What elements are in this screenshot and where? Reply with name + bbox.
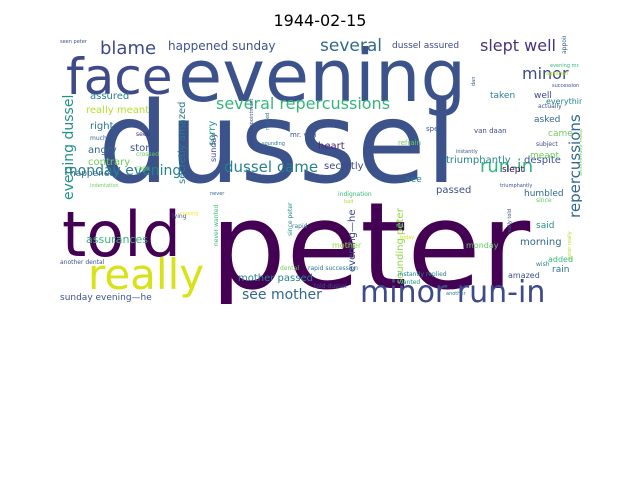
chart-title: 1944-02-15 (273, 11, 367, 30)
cloud-word: slept well (480, 36, 556, 55)
cloud-word: monday evening (64, 163, 182, 179)
cloud-word: happened sunday (168, 39, 276, 53)
cloud-word: morning (520, 237, 562, 248)
cloud-word: sunday (209, 132, 218, 162)
cloud-word: mother (332, 241, 362, 250)
cloud-word: sounding (262, 141, 285, 147)
cloud-word: meant (530, 151, 560, 161)
cloud-word: dental appointment (249, 98, 255, 149)
cloud-word: seen peter (60, 39, 87, 45)
cloud-word: dan (471, 76, 477, 86)
cloud-word: much (90, 135, 107, 142)
cloud-word: bad (344, 199, 354, 205)
cloud-word: dussel (98, 79, 457, 209)
cloud-word: really told (507, 209, 513, 234)
cloud-word: today (400, 235, 415, 241)
cloud-word: seen (136, 131, 151, 138)
cloud-word: wish (536, 261, 550, 268)
cloud-word: heart (318, 141, 345, 152)
cloud-word: subject (536, 141, 558, 148)
cloud-word: face (66, 48, 173, 106)
cloud-word: amazed (508, 271, 540, 280)
cloud-word: see mother (242, 287, 322, 303)
cloud-word: humbled (524, 189, 564, 199)
cloud-word: indignation (338, 191, 372, 198)
cloud-word: story (130, 143, 156, 154)
cloud-word: passed (436, 185, 472, 196)
cloud-word: peter (210, 178, 531, 305)
cloud-word: came (548, 129, 573, 139)
cloud-word: several (320, 36, 382, 56)
cloud-word: mother passed (238, 273, 313, 284)
cloud-word: appointment (561, 36, 568, 54)
cloud-word: asked (534, 115, 561, 125)
cloud-word: rapid succession (308, 265, 358, 272)
cloud-word: dental (280, 265, 299, 272)
cloud-word: since peter (287, 202, 294, 236)
cloud-word: another (446, 291, 466, 297)
cloud-word: told (62, 198, 181, 271)
cloud-word: happened (70, 169, 116, 179)
cloud-word: see (406, 175, 422, 185)
cloud-word: assured (90, 91, 130, 102)
cloud-word: never (210, 191, 225, 197)
cloud-word: agitation (546, 71, 569, 77)
cloud-word: slept (502, 165, 524, 175)
cloud-word: evening dussel (61, 94, 77, 200)
cloud-word: coming (180, 211, 199, 217)
cloud-word: assurances (86, 233, 148, 246)
word-cloud: dussel peter evening told face really minor ru… (60, 36, 582, 304)
cloud-word: told dussel (314, 283, 347, 290)
cloud-word: blame (100, 38, 157, 59)
cloud-word: rage (136, 165, 150, 172)
cloud-word: lying (172, 213, 187, 220)
cloud-word: well (534, 91, 552, 101)
cloud-word: mr. (396, 223, 405, 229)
cloud-word: refrain (398, 139, 422, 147)
cloud-word: crossed (136, 151, 160, 158)
cloud-word: secretly (324, 161, 364, 172)
cloud-word: peter really (567, 231, 573, 260)
cloud-word: run-in (480, 156, 534, 177)
cloud-word: contrary (88, 157, 131, 168)
cloud-word: instantly (456, 149, 478, 155)
cloud-word: evening (178, 36, 467, 118)
cloud-word: taken (490, 91, 516, 101)
cloud-word: triumphantly (500, 183, 533, 189)
cloud-word: said (536, 221, 555, 231)
cloud-word: right (90, 121, 114, 132)
cloud-word: another dental (60, 259, 105, 266)
cloud-word: appointment today (579, 128, 582, 176)
cloud-word: dussel came (224, 158, 319, 176)
cloud-word: replied (265, 112, 271, 130)
cloud-word: several repercussions (216, 94, 391, 113)
cloud-word: angry (88, 145, 117, 156)
cloud-word: never wanted (213, 204, 220, 246)
cloud-word: van daan (474, 127, 507, 135)
cloud-word: speak (426, 125, 447, 133)
cloud-word: actually (538, 103, 562, 110)
cloud-word: everything (546, 97, 582, 106)
cloud-word: really meant (86, 105, 150, 116)
cloud-word: evening mr. (550, 63, 580, 69)
cloud-word: triumphantly (446, 155, 511, 166)
cloud-word: minor (522, 64, 569, 83)
cloud-word: rapid (292, 223, 308, 230)
cloud-word: indentation (90, 183, 119, 189)
cloud-word: secretly amazed (177, 101, 188, 184)
cloud-word: since (536, 197, 552, 204)
cloud-word: really (88, 250, 205, 299)
cloud-word: monday (466, 241, 499, 250)
cloud-word: instantly replied (398, 271, 447, 278)
cloud-word: minor run-in (360, 275, 546, 305)
cloud-word: rain (552, 265, 570, 275)
cloud-word: wanted (398, 279, 421, 286)
cloud-word: succession (552, 83, 580, 89)
cloud-word: despite (524, 155, 561, 166)
cloud-word: sunday evening—he (60, 293, 152, 303)
cloud-word: mr. van (290, 131, 317, 139)
cloud-word: dussel assured (392, 41, 460, 51)
cloud-word: added (548, 255, 574, 264)
